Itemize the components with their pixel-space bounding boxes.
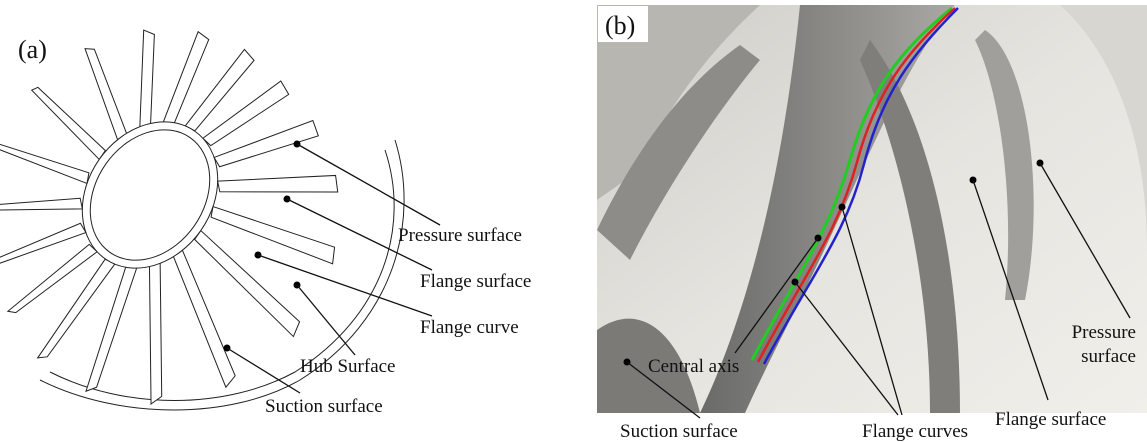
annotation: Hub Surface: [300, 356, 396, 377]
blade: [140, 30, 155, 127]
annotation: Suction surface: [265, 396, 383, 417]
blade: [0, 198, 82, 210]
annotation: Suction surface: [620, 421, 738, 442]
render: [597, 5, 1147, 413]
blade: [32, 87, 106, 159]
annotation: Flange surface: [995, 409, 1106, 430]
figure: (a) Pressure surface Flange surface Flan…: [0, 0, 1147, 442]
impeller-drawing: [0, 30, 404, 410]
annotation: Central axis: [648, 356, 739, 377]
blade: [218, 175, 338, 192]
annotation: Flange surface: [420, 271, 531, 292]
annotation: Flange curves: [862, 421, 968, 442]
annotation: Pressure surface: [398, 225, 522, 246]
blade: [85, 49, 127, 140]
panel-label: (a): [18, 35, 47, 64]
annotation: Pressure: [1072, 322, 1136, 343]
panel-label: (b): [605, 11, 635, 40]
annotation: surface: [1081, 346, 1136, 367]
blade: [0, 144, 89, 183]
annotation: Flange curve: [420, 317, 519, 338]
blade: [149, 263, 161, 404]
